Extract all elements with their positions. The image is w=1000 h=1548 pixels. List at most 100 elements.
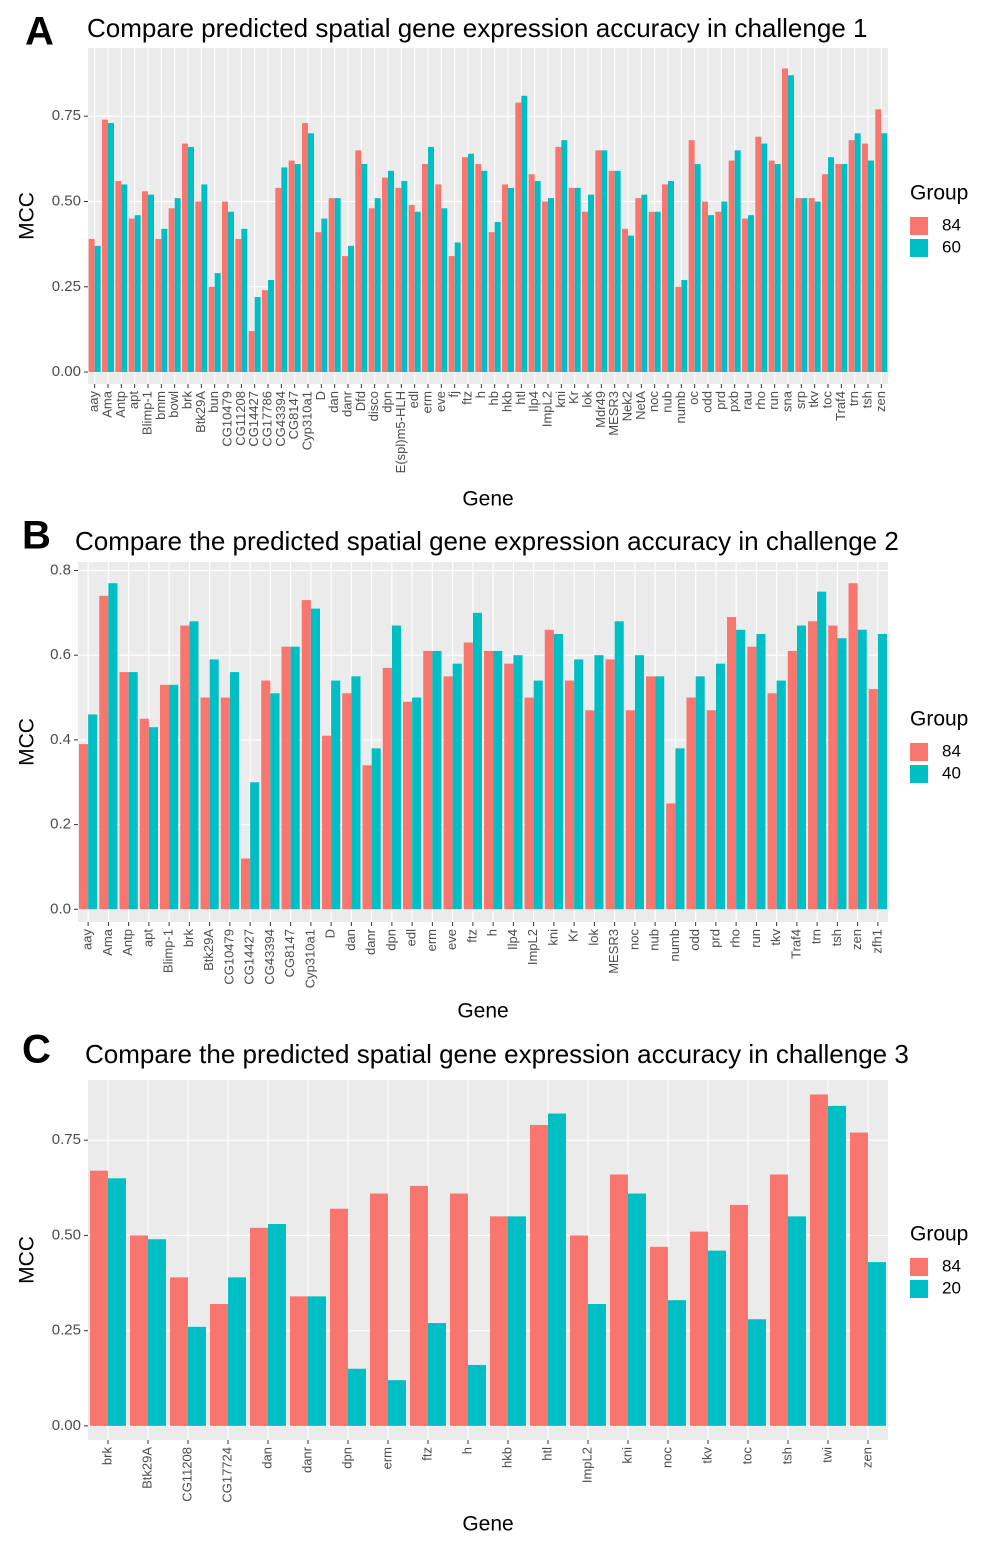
x-tick-label: CG43394	[273, 391, 288, 447]
bar	[281, 167, 288, 373]
x-tick-label: trn	[809, 929, 824, 944]
bar	[628, 1193, 646, 1426]
legend-title: Group	[910, 1223, 968, 1246]
bar	[850, 1132, 868, 1426]
x-tick-label: kni	[545, 929, 560, 946]
bar	[734, 150, 741, 373]
bar	[361, 163, 368, 373]
bar	[351, 676, 361, 910]
x-tick-label: dan	[326, 391, 341, 413]
bar	[508, 187, 514, 373]
bar	[868, 689, 878, 910]
bar	[513, 655, 523, 910]
x-tick-label: bun	[206, 391, 221, 413]
bar	[614, 621, 624, 910]
bar	[508, 1216, 526, 1426]
bar	[646, 676, 656, 910]
bar	[588, 1304, 606, 1426]
bar	[690, 1231, 708, 1426]
bar	[837, 638, 847, 910]
y-tick-label: 0.4	[50, 731, 71, 748]
y-tick-label: 0.00	[52, 1417, 81, 1434]
bar	[348, 245, 354, 373]
x-tick-label: CG8147	[282, 929, 297, 977]
bar	[530, 1124, 548, 1426]
x-tick-label: ftz	[419, 1447, 434, 1461]
bar	[261, 680, 271, 910]
bar	[828, 157, 834, 373]
x-tick-label: tkv	[699, 1447, 714, 1464]
bar	[209, 659, 219, 910]
bar	[788, 75, 794, 373]
bar	[348, 1368, 366, 1426]
bar	[774, 163, 781, 373]
x-tick-label: MESR3	[606, 929, 621, 974]
legend-label: 84	[942, 741, 961, 760]
bar	[641, 194, 648, 373]
x-tick-label: ftz	[464, 929, 479, 943]
bar	[423, 650, 433, 910]
y-tick-label: 0.50	[52, 1226, 81, 1243]
x-tick-label: MESR3	[606, 391, 621, 436]
x-tick-label: toc	[819, 391, 834, 409]
bar	[108, 1178, 126, 1426]
x-tick-label: Kr	[566, 390, 581, 404]
bar	[662, 184, 668, 373]
x-tick-label: CG14427	[242, 929, 257, 985]
bar	[848, 140, 855, 373]
x-tick-label: brk	[99, 1447, 114, 1466]
bar	[568, 187, 575, 373]
x-tick-label: lok	[579, 391, 594, 408]
bar	[119, 672, 129, 910]
y-tick-label: 0.25	[52, 1322, 81, 1339]
legend-label: 84	[942, 1256, 961, 1275]
bar	[142, 191, 148, 373]
bar	[756, 634, 766, 910]
bar	[654, 211, 661, 373]
bar	[322, 735, 332, 910]
x-tick-label: kni	[619, 1447, 634, 1464]
bar	[189, 621, 199, 910]
bar	[250, 1227, 268, 1426]
bar	[99, 595, 109, 910]
bar	[79, 744, 89, 910]
x-tick-label: dpn	[339, 1447, 354, 1469]
x-tick-label: Ama	[100, 928, 115, 956]
y-tick-label: 0.8	[50, 561, 71, 578]
x-tick-label: Blimp-1	[139, 391, 154, 435]
x-tick-label: NetA	[633, 391, 648, 420]
x-axis-title: Gene	[457, 1000, 508, 1023]
x-tick-label: htl	[513, 391, 528, 405]
bar	[454, 242, 461, 373]
x-tick-label: pxb	[726, 391, 741, 412]
bar	[414, 211, 421, 373]
bar	[342, 693, 352, 910]
x-tick-label: zen	[873, 391, 888, 412]
bar	[502, 184, 508, 373]
x-tick-label: tsh	[859, 391, 874, 408]
x-tick-label: aay	[86, 391, 101, 412]
y-tick-label: 0.2	[50, 816, 71, 833]
bar	[504, 663, 514, 910]
bar	[210, 1304, 228, 1426]
bar	[736, 629, 746, 910]
x-tick-label: Blimp-1	[161, 929, 176, 973]
x-tick-label: erm	[424, 929, 439, 951]
bar	[841, 163, 848, 373]
y-tick-label: 0.6	[50, 646, 71, 663]
bar	[268, 279, 274, 373]
bar	[301, 600, 311, 910]
bar	[585, 710, 595, 910]
bar	[553, 634, 563, 910]
x-tick-label: Mdr49	[593, 391, 608, 428]
bar	[410, 1185, 428, 1426]
bar	[468, 1364, 486, 1426]
bar	[412, 697, 422, 910]
bar	[675, 286, 682, 373]
x-tick-label: erm	[379, 1447, 394, 1469]
x-tick-label: CG17724	[219, 1447, 234, 1503]
bar	[708, 1250, 726, 1426]
bar	[195, 201, 202, 373]
bar	[601, 150, 608, 373]
bar	[533, 680, 543, 910]
